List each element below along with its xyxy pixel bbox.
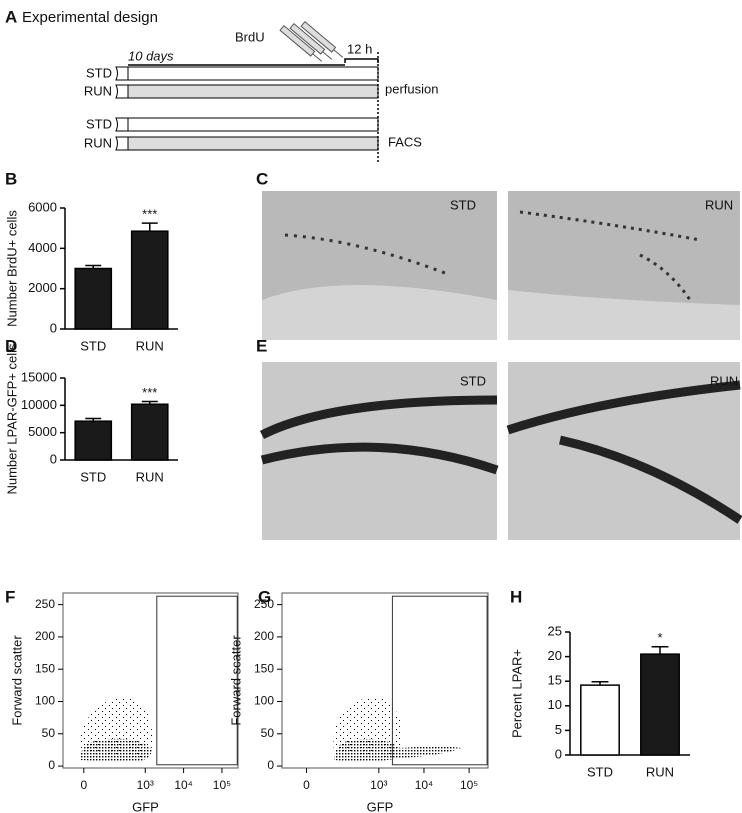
caption: RUN: [705, 197, 733, 212]
caption: STD: [460, 373, 486, 388]
y-tick-label: 4000: [28, 240, 57, 255]
duration: 10 days: [128, 48, 174, 63]
caption: STD: [450, 197, 476, 212]
panel-label: B: [5, 169, 17, 188]
y-axis-label: Number LPAR-GFP+ cells: [4, 343, 19, 495]
gate: [391, 595, 488, 766]
y-tick-label: 5: [555, 722, 562, 737]
group-label: RUN: [84, 135, 112, 150]
plot-frame: [62, 592, 239, 769]
panel-label: D: [5, 336, 17, 355]
x-tick-label: 10³: [137, 778, 154, 792]
group-label: RUN: [84, 83, 112, 98]
panel-label: G: [258, 587, 271, 606]
panel-label: F: [5, 587, 15, 606]
bar: [130, 403, 169, 461]
y-tick-label: 250: [254, 597, 274, 611]
y-tick-label: 6000: [28, 199, 57, 214]
y-tick-label: 0: [555, 746, 562, 761]
y-tick-label: 5000: [28, 424, 57, 439]
y-tick-label: 150: [35, 661, 55, 675]
panel-label: C: [256, 169, 268, 188]
y-tick-label: 15: [548, 673, 562, 688]
chase-bracket: [344, 58, 379, 63]
y-tick-label: 10: [548, 697, 562, 712]
x-tick-label: STD: [80, 469, 106, 484]
panel-label: E: [256, 336, 267, 355]
gate: [156, 595, 238, 766]
y-tick-label: 10000: [21, 397, 57, 412]
syringes: [279, 20, 344, 62]
y-tick-label: 200: [35, 629, 55, 643]
y-axis-label: Forward scatter: [9, 635, 24, 726]
x-tick-label: STD: [80, 338, 106, 353]
x-tick-label: 10⁵: [213, 778, 231, 792]
micrograph-detail: [284, 233, 451, 277]
micrographs: C STD RUN E STD RUN: [256, 169, 742, 540]
significance: *: [657, 630, 662, 645]
y-tick-label: 0: [267, 758, 274, 772]
y-tick-label: 100: [35, 694, 55, 708]
timeline-bars: [115, 66, 379, 151]
x-tick-label: 0: [303, 778, 310, 792]
y-tick-label: 2000: [28, 280, 57, 295]
x-tick-label: 10⁵: [460, 778, 478, 792]
y-tick-label: 100: [254, 694, 274, 708]
y-tick-label: 150: [254, 661, 274, 675]
x-tick-label: RUN: [646, 764, 674, 779]
x-axis-label: GFP: [367, 799, 394, 813]
micrograph-detail: [262, 285, 497, 340]
y-tick-label: 15000: [21, 369, 57, 384]
y-axis-label: Percent LPAR+: [509, 649, 524, 738]
endpoint: FACS: [388, 134, 422, 149]
y-tick-label: 50: [42, 726, 56, 740]
micrograph-detail: [259, 395, 499, 475]
bar: [640, 653, 680, 756]
x-tick-label: 10³: [370, 778, 387, 792]
y-axis-label: Number BrdU+ cells: [4, 210, 19, 327]
chase: 12 h: [347, 41, 372, 56]
design-panel: A Experimental design BrdU 10 days 12 h …: [5, 7, 438, 163]
y-tick-label: 0: [48, 758, 55, 772]
y-tick-label: 25: [548, 623, 562, 638]
x-axis-label: GFP: [132, 799, 159, 813]
bar: [74, 267, 113, 330]
y-tick-label: 0: [50, 320, 57, 335]
event-cloud: [80, 738, 152, 762]
bar: [580, 684, 620, 756]
significance: ***: [142, 207, 157, 222]
x-tick-label: 0: [80, 778, 87, 792]
bar: [74, 420, 113, 461]
y-tick-label: 20: [548, 648, 562, 663]
design-title: Experimental design: [22, 9, 158, 26]
x-tick-label: 10⁴: [415, 778, 434, 792]
panel-label: H: [510, 587, 522, 606]
plot-frame: [281, 592, 489, 769]
micrograph-detail: [508, 290, 740, 340]
y-axis-label: Forward scatter: [228, 635, 243, 726]
x-tick-label: 10⁴: [174, 778, 193, 792]
y-tick-label: 50: [261, 726, 275, 740]
x-tick-label: RUN: [136, 469, 164, 484]
bar: [130, 230, 169, 330]
treatment: BrdU: [235, 29, 265, 44]
endpoint: perfusion: [385, 81, 438, 96]
micrograph-detail: [506, 380, 742, 524]
group-label: STD: [86, 65, 112, 80]
group-label: STD: [86, 116, 112, 131]
caption: RUN: [710, 373, 738, 388]
x-tick-label: RUN: [136, 338, 164, 353]
x-tick-label: STD: [587, 764, 613, 779]
micrograph-detail: [519, 210, 701, 301]
significance: ***: [142, 385, 157, 400]
panel-label: A: [5, 7, 17, 26]
y-tick-label: 200: [254, 629, 274, 643]
event-cloud: [334, 739, 462, 762]
y-tick-label: 0: [50, 451, 57, 466]
y-tick-label: 250: [35, 597, 55, 611]
